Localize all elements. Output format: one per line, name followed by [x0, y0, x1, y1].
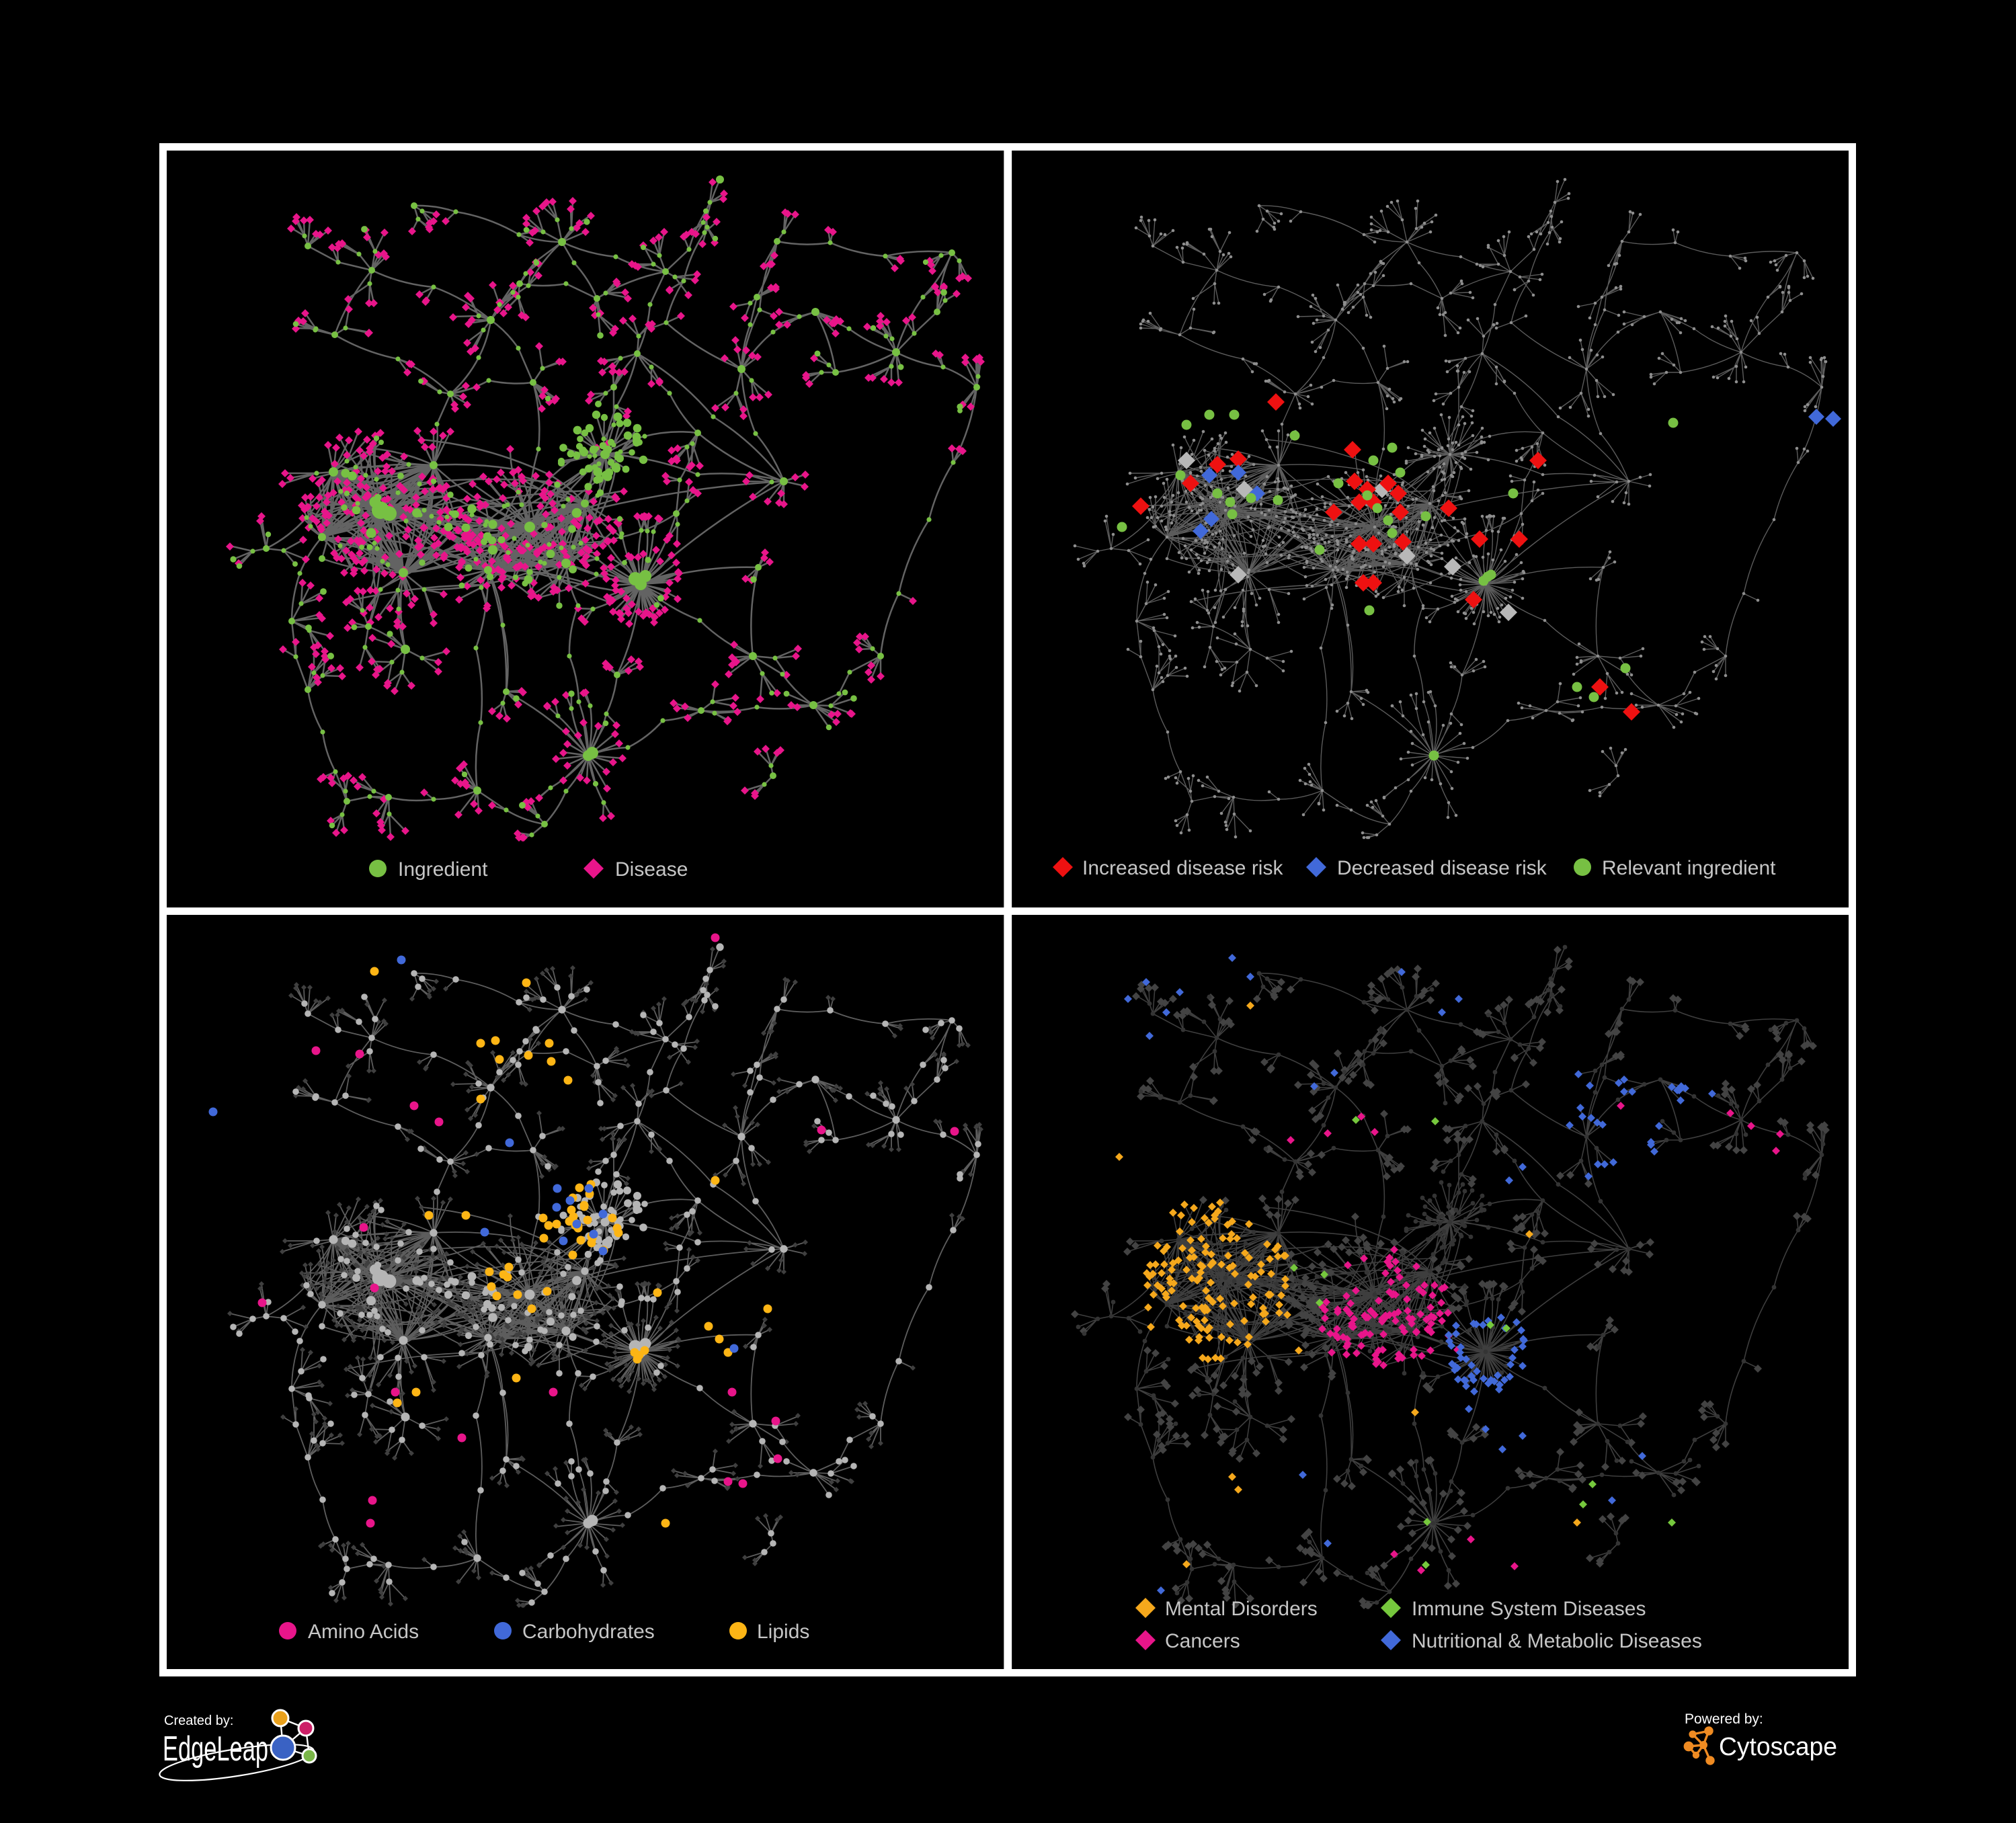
svg-text:Amino Acids: Amino Acids — [308, 1621, 419, 1643]
svg-text:Carbohydrates: Carbohydrates — [522, 1621, 655, 1643]
svg-text:Powered by:: Powered by: — [1685, 1711, 1763, 1727]
svg-text:Disease: Disease — [615, 858, 688, 881]
svg-text:Created by:: Created by: — [164, 1713, 233, 1728]
svg-text:Lipids: Lipids — [757, 1621, 809, 1643]
svg-text:Relevant ingredient: Relevant ingredient — [1602, 857, 1776, 879]
svg-text:Cancers: Cancers — [1165, 1630, 1240, 1652]
svg-text:Immune System Diseases: Immune System Diseases — [1412, 1598, 1646, 1620]
svg-text:Nutritional & Metabolic Diseas: Nutritional & Metabolic Diseases — [1412, 1630, 1702, 1652]
svg-text:Cytoscape: Cytoscape — [1719, 1733, 1837, 1761]
svg-text:Mental Disorders: Mental Disorders — [1165, 1598, 1318, 1620]
svg-text:Decreased disease risk: Decreased disease risk — [1337, 857, 1547, 879]
svg-text:Ingredient: Ingredient — [398, 858, 488, 881]
svg-text:Increased disease risk: Increased disease risk — [1082, 857, 1283, 879]
